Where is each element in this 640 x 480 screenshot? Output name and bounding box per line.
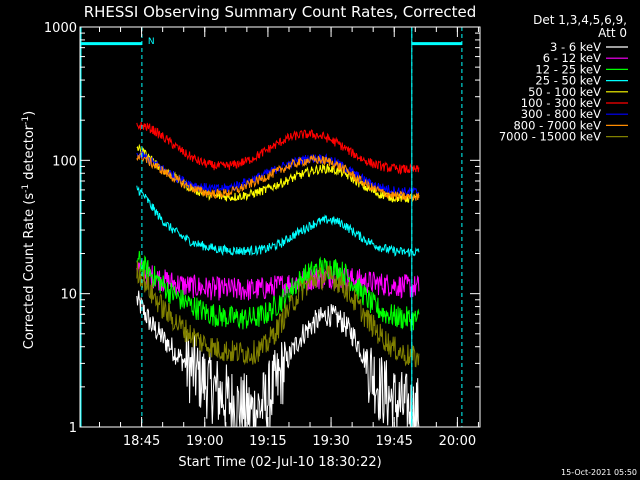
legend-header: Det 1,3,4,5,6,9, Att 0	[533, 13, 627, 40]
y-tick-label: 10	[60, 288, 77, 303]
y-tick-label: 1000	[44, 21, 77, 36]
chart-title: RHESSI Observing Summary Count Rates, Co…	[84, 3, 477, 21]
series-line-1	[136, 290, 420, 428]
y-axis-label-mid: detector	[22, 124, 37, 184]
y-axis-label: Corrected Count Rate (s-1 detector-1)	[21, 111, 37, 349]
y-tick-label: 100	[52, 154, 77, 169]
legend-label-2: 6 - 12 keV	[543, 51, 601, 65]
y-tick-label: 1	[69, 421, 77, 436]
x-tick-label: 19:30	[312, 434, 349, 449]
y-axis-label-end: )	[22, 111, 37, 116]
legend-label-4: 25 - 50 keV	[535, 74, 601, 88]
series-line-5	[136, 143, 420, 203]
series-line-6	[136, 121, 420, 175]
x-tick-label: 19:00	[186, 434, 223, 449]
legend-label-1: 3 - 6 keV	[550, 40, 601, 54]
x-tick-label: 18:45	[123, 434, 160, 449]
series-line-8	[136, 151, 420, 202]
y-axis-label-text: Corrected Count Rate (s	[22, 193, 37, 350]
x-tick-label: 20:00	[439, 434, 476, 449]
series-line-3	[136, 250, 420, 331]
legend-label-8: 800 - 7000 keV	[513, 118, 601, 132]
legend-label-3: 12 - 25 keV	[535, 62, 601, 76]
legend-label-9: 7000 - 15000 keV	[499, 130, 601, 144]
x-axis-label: Start Time (02-Jul-10 18:30:22)	[178, 455, 381, 470]
x-tick-label: 19:45	[375, 434, 412, 449]
x-tick-label: 19:15	[249, 434, 286, 449]
svg-text:Corrected Count Rate (s-1 dete: Corrected Count Rate (s-1 detector-1)	[21, 111, 37, 349]
y-axis-label-exp2: -1	[21, 116, 31, 125]
legend-label-7: 300 - 800 keV	[521, 107, 601, 121]
plot-frame	[79, 26, 481, 428]
y-axis-label-exp1: -1	[21, 184, 31, 193]
legend-label-5: 50 - 100 keV	[528, 85, 601, 99]
legend-header-line-2: Att 0	[598, 26, 627, 40]
legend-label-6: 100 - 300 keV	[521, 96, 601, 110]
series-line-9	[136, 260, 420, 368]
timestamp: 15-Oct-2021 05:50	[561, 468, 637, 477]
legend-header-line-1: Det 1,3,4,5,6,9,	[533, 13, 627, 27]
night-marker-label: N	[148, 37, 155, 47]
series-line-2	[136, 259, 420, 301]
series-line-4	[136, 185, 420, 258]
